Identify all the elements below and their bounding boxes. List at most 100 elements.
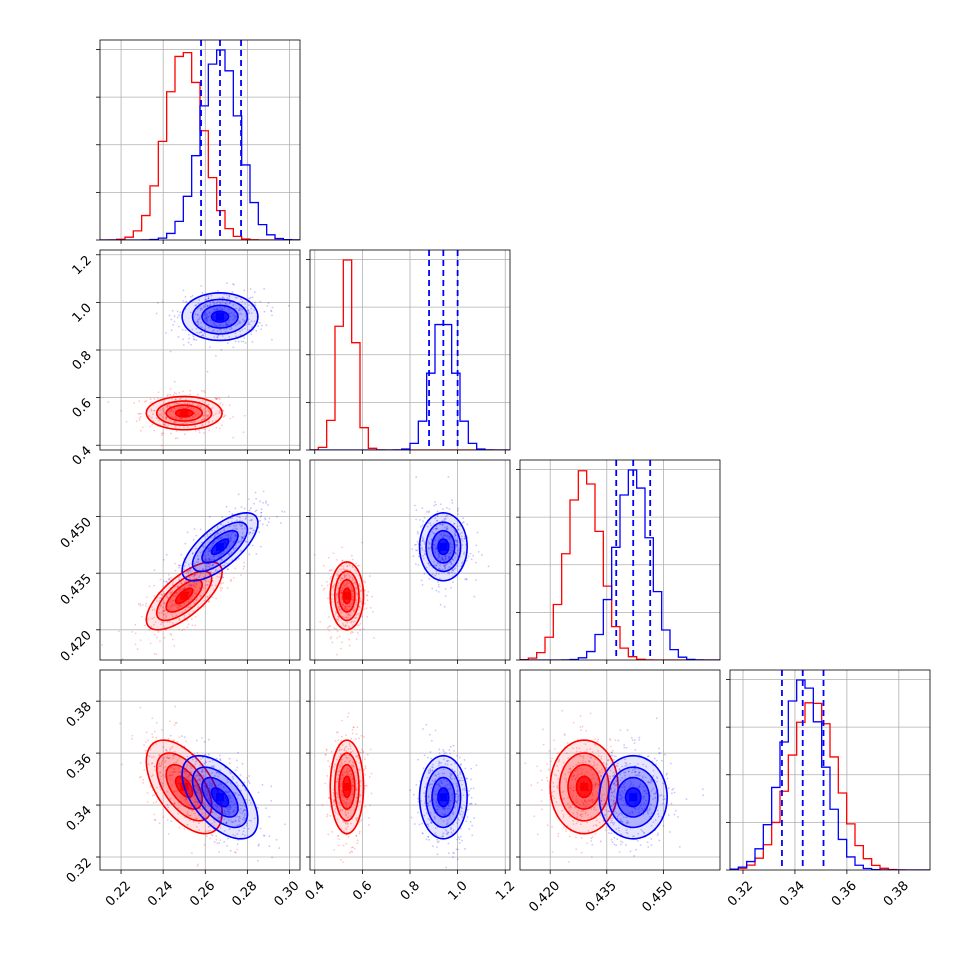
scatter-point: [176, 759, 179, 762]
scatter-point: [120, 409, 123, 412]
scatter-point: [231, 821, 234, 824]
scatter-point: [151, 423, 154, 426]
scatter-point: [370, 772, 373, 775]
scatter-point: [341, 791, 343, 794]
scatter-point: [345, 842, 348, 845]
scatter-point: [339, 782, 342, 785]
scatter-point: [212, 764, 215, 767]
scatter-point: [204, 804, 207, 807]
scatter-point: [212, 818, 215, 821]
scatter-point: [351, 793, 354, 796]
scatter-point: [565, 780, 568, 783]
scatter-point: [207, 297, 210, 299]
scatter-point: [248, 553, 251, 556]
scatter-point: [244, 315, 247, 318]
scatter-point: [227, 568, 229, 571]
scatter-point: [188, 566, 191, 569]
scatter-point: [187, 606, 190, 609]
scatter-point: [607, 759, 610, 761]
scatter-point: [174, 562, 177, 565]
scatter-point: [470, 802, 473, 805]
scatter-point: [326, 626, 329, 629]
scatter-point: [253, 309, 256, 311]
scatter-point: [232, 415, 235, 418]
scatter-point: [313, 553, 316, 556]
scatter-point: [178, 590, 181, 593]
contours-1: [181, 512, 259, 582]
scatter-point: [348, 605, 351, 608]
scatter-point: [276, 515, 279, 518]
scatter-point: [192, 820, 195, 823]
scatter-point: [164, 424, 167, 426]
scatter-point: [458, 779, 461, 782]
scatter-point: [234, 534, 237, 537]
scatter-point: [437, 583, 440, 586]
scatter-point: [261, 324, 263, 327]
scatter-point: [162, 766, 165, 769]
scatter-point: [184, 329, 187, 332]
scatter-point: [331, 801, 334, 804]
scatter-point: [229, 805, 232, 808]
scatter-point: [208, 780, 211, 783]
panel-frame: [519, 459, 721, 661]
scatter-point: [423, 814, 426, 817]
scatter-point: [207, 410, 210, 413]
scatter-point: [364, 588, 366, 591]
scatter-point: [652, 787, 655, 790]
scatter-point: [244, 518, 247, 521]
scatter-point: [160, 593, 163, 596]
scatter-point: [571, 778, 574, 781]
scatter-point: [355, 760, 358, 763]
scatter-point: [196, 800, 198, 803]
scatter-point: [191, 584, 194, 587]
scatter-point: [241, 532, 244, 534]
scatter-point: [620, 820, 622, 822]
scatter-point: [336, 593, 339, 596]
scatter-point: [456, 564, 459, 567]
scatter-point: [540, 800, 543, 803]
scatter-point: [590, 778, 593, 781]
scatter-point: [585, 729, 588, 732]
scatter-point: [593, 806, 596, 809]
scatter-point: [428, 838, 431, 841]
scatter-point: [219, 817, 222, 820]
y-tick-label: 0.4: [70, 443, 95, 468]
scatter-point: [165, 553, 168, 556]
scatter-point: [449, 560, 452, 563]
scatter-point: [196, 331, 199, 334]
scatter-point: [439, 562, 441, 565]
scatter-point: [448, 749, 451, 751]
scatter-point: [208, 429, 211, 432]
scatter-point: [562, 815, 565, 818]
scatter-point: [422, 557, 425, 560]
scatter-point: [456, 525, 459, 528]
scatter-point: [558, 759, 561, 761]
scatter-point: [190, 767, 193, 769]
scatter-point: [250, 518, 253, 521]
scatter-point: [341, 793, 343, 795]
scatter-point: [171, 604, 174, 607]
scatter-point: [172, 595, 175, 597]
scatter-point: [160, 763, 163, 766]
scatter-point: [194, 784, 196, 787]
scatter-point: [179, 777, 182, 779]
scatter-point: [339, 809, 342, 811]
scatter-point: [186, 619, 188, 622]
scatter-point: [263, 834, 266, 837]
scatter-point: [205, 317, 208, 320]
scatter-point: [189, 774, 191, 777]
scatter-point: [214, 805, 217, 808]
scatter-point: [222, 550, 225, 553]
scatter-point: [186, 570, 189, 573]
scatter-point: [349, 614, 352, 617]
scatter-point: [591, 799, 594, 801]
scatter-point: [435, 793, 437, 796]
scatter-point: [410, 816, 413, 819]
scatter-point: [204, 770, 207, 773]
scatter-point: [345, 734, 347, 737]
scatter-point: [174, 425, 177, 428]
scatter-point: [213, 302, 216, 305]
scatter-point: [170, 576, 172, 579]
scatter-point: [412, 555, 415, 558]
scatter-point: [248, 782, 251, 784]
